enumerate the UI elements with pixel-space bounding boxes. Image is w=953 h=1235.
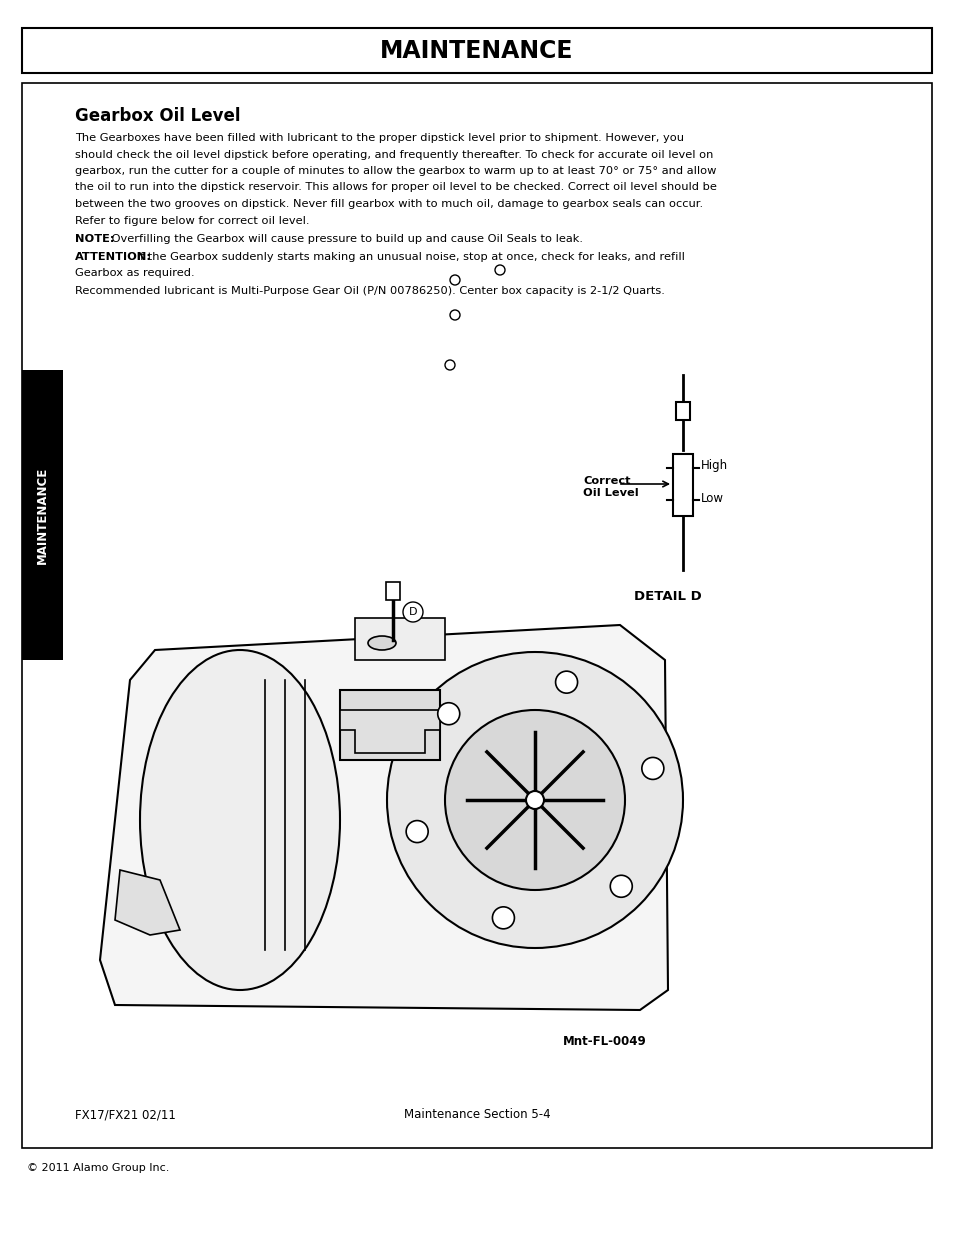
Text: Gearbox as required.: Gearbox as required. xyxy=(75,268,194,278)
Circle shape xyxy=(555,671,577,693)
Circle shape xyxy=(492,906,514,929)
Text: The Gearboxes have been filled with lubricant to the proper dipstick level prior: The Gearboxes have been filled with lubr… xyxy=(75,133,683,143)
Bar xyxy=(339,690,439,760)
Text: DETAIL D: DETAIL D xyxy=(634,590,701,603)
Circle shape xyxy=(450,275,459,285)
Circle shape xyxy=(525,790,543,809)
Text: between the two grooves on dipstick. Never fill gearbox with to much oil, damage: between the two grooves on dipstick. Nev… xyxy=(75,199,702,209)
Text: Maintenance Section 5-4: Maintenance Section 5-4 xyxy=(403,1109,550,1121)
Circle shape xyxy=(444,359,455,370)
Text: High: High xyxy=(700,459,727,473)
Text: MAINTENANCE: MAINTENANCE xyxy=(380,38,573,63)
Circle shape xyxy=(437,703,459,725)
Text: Low: Low xyxy=(700,492,723,505)
Text: Recommended lubricant is Multi-Purpose Gear Oil (P/N 00786250). Center box capac: Recommended lubricant is Multi-Purpose G… xyxy=(75,285,664,295)
Text: Refer to figure below for correct oil level.: Refer to figure below for correct oil le… xyxy=(75,215,309,226)
Text: the oil to run into the dipstick reservoir. This allows for proper oil level to : the oil to run into the dipstick reservo… xyxy=(75,183,716,193)
Text: gearbox, run the cutter for a couple of minutes to allow the gearbox to warm up : gearbox, run the cutter for a couple of … xyxy=(75,165,716,177)
Text: FX17/FX21 02/11: FX17/FX21 02/11 xyxy=(75,1109,175,1121)
Bar xyxy=(22,370,63,659)
Text: ATTENTION:: ATTENTION: xyxy=(75,252,152,262)
Circle shape xyxy=(444,710,624,890)
Text: Correct: Correct xyxy=(582,475,630,487)
Polygon shape xyxy=(115,869,180,935)
Text: should check the oil level dipstick before operating, and frequently thereafter.: should check the oil level dipstick befo… xyxy=(75,149,713,159)
Text: Oil Level: Oil Level xyxy=(582,488,639,498)
Bar xyxy=(672,454,692,516)
Ellipse shape xyxy=(140,650,339,990)
Text: If the Gearbox suddenly starts making an unusual noise, stop at once, check for : If the Gearbox suddenly starts making an… xyxy=(132,252,684,262)
Bar xyxy=(22,28,931,73)
Bar xyxy=(676,403,689,420)
Circle shape xyxy=(641,757,663,779)
Text: Overfilling the Gearbox will cause pressure to build up and cause Oil Seals to l: Overfilling the Gearbox will cause press… xyxy=(108,233,582,245)
Text: NOTE:: NOTE: xyxy=(75,233,114,245)
Text: MAINTENANCE: MAINTENANCE xyxy=(36,467,49,563)
Circle shape xyxy=(495,266,504,275)
Text: Gearbox Oil Level: Gearbox Oil Level xyxy=(75,107,240,125)
Circle shape xyxy=(406,820,428,842)
Text: Mnt-FL-0049: Mnt-FL-0049 xyxy=(562,1035,646,1049)
Polygon shape xyxy=(339,710,439,753)
Text: © 2011 Alamo Group Inc.: © 2011 Alamo Group Inc. xyxy=(27,1163,170,1173)
Bar xyxy=(386,582,399,600)
Circle shape xyxy=(402,601,422,622)
Circle shape xyxy=(450,310,459,320)
Text: D: D xyxy=(408,606,416,618)
Bar xyxy=(355,618,444,659)
Ellipse shape xyxy=(368,636,395,650)
Bar xyxy=(22,83,931,1149)
Circle shape xyxy=(387,652,682,948)
Polygon shape xyxy=(100,625,667,1010)
Circle shape xyxy=(610,876,632,898)
